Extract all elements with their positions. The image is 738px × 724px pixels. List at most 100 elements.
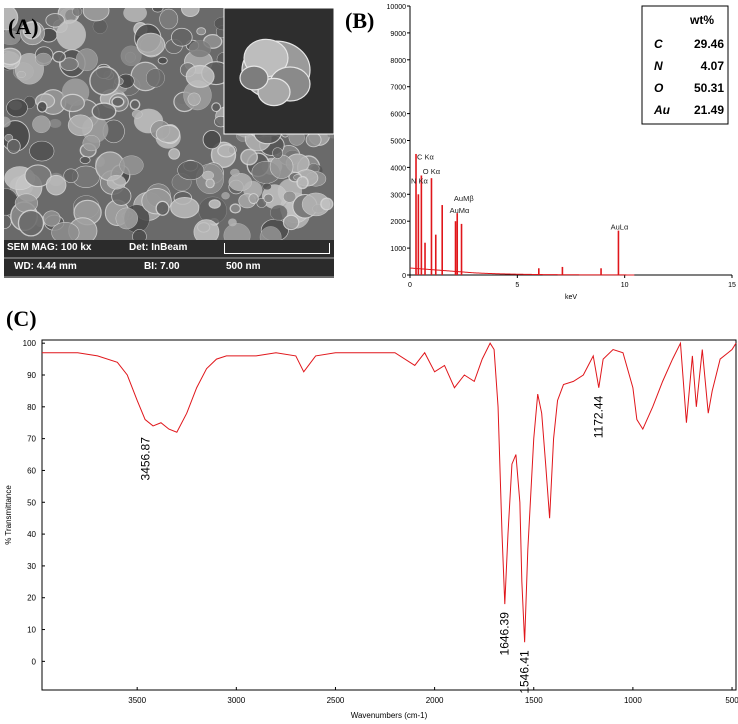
ftir-spectrum-chart: 0 10 20 30 40 50 60 70 80 90 100 3500 3000 2500 2000 15… bbox=[4, 339, 738, 720]
sem-scale-bar bbox=[224, 243, 330, 254]
sem-particle bbox=[146, 68, 165, 88]
sem-particle bbox=[136, 32, 166, 57]
sem-particle bbox=[89, 66, 120, 96]
ftir-plot-frame bbox=[41, 339, 737, 691]
ftir-y-tick-label: 0 bbox=[32, 657, 37, 666]
sem-particle bbox=[157, 56, 168, 65]
eds-peak-label: AuMα bbox=[450, 206, 470, 215]
sem-particle bbox=[228, 172, 252, 192]
eds-y-tick-label: 0 bbox=[402, 273, 406, 280]
ftir-x-tick-label: 2000 bbox=[426, 696, 444, 705]
sem-particle bbox=[240, 148, 258, 166]
sem-mag: SEM MAG: 100 kx bbox=[7, 242, 92, 253]
ftir-x-tick-label: 1000 bbox=[624, 696, 642, 705]
eds-spectrum-chart: 0100020003000400050006000700080009000100… bbox=[387, 4, 736, 300]
eds-background-signal bbox=[409, 267, 635, 276]
ftir-y-tick-label: 10 bbox=[27, 626, 36, 635]
ftir-y-axis-label: % Transmittance bbox=[4, 485, 13, 545]
sem-particle bbox=[202, 170, 215, 181]
sem-particle bbox=[35, 52, 52, 66]
sem-particle bbox=[129, 99, 141, 111]
sem-particle bbox=[262, 182, 272, 191]
eds-peak-label: N Kα bbox=[411, 177, 429, 186]
ftir-y-tick-label: 30 bbox=[27, 562, 36, 571]
ftir-x-axis-label: Wavenumbers (cm-1) bbox=[351, 711, 428, 720]
sem-particle bbox=[91, 102, 117, 121]
sem-particle bbox=[36, 100, 48, 113]
sem-particle bbox=[131, 109, 143, 119]
sem-particle bbox=[63, 168, 79, 183]
sem-particle bbox=[16, 71, 26, 78]
sem-particle bbox=[22, 21, 42, 40]
ftir-x-tick-label: 1500 bbox=[525, 696, 543, 705]
sem-particle bbox=[4, 30, 21, 45]
sem-particle bbox=[67, 114, 93, 136]
eds-y-tick-label: 10000 bbox=[387, 4, 407, 11]
sem-particle bbox=[29, 140, 55, 162]
eds-table-element: O bbox=[654, 81, 664, 95]
sem-particle bbox=[177, 160, 205, 181]
sem-particle bbox=[269, 154, 294, 179]
sem-particle bbox=[305, 132, 322, 148]
panel-a-label: (A) bbox=[8, 14, 39, 39]
sem-particle bbox=[4, 116, 11, 128]
eds-x-tick-label: 0 bbox=[408, 282, 412, 289]
sem-particle bbox=[181, 8, 200, 17]
eds-table-header: wt% bbox=[689, 13, 714, 27]
eds-table-value: 29.46 bbox=[694, 37, 724, 51]
sem-particle bbox=[272, 147, 283, 159]
ftir-x-tick-label: 500 bbox=[725, 696, 738, 705]
sem-particle bbox=[185, 64, 215, 88]
ftir-x-tick-label: 3000 bbox=[227, 696, 245, 705]
sem-particle bbox=[217, 144, 236, 158]
sem-bi: BI: 7.00 bbox=[144, 261, 180, 272]
ftir-peak-annotation: 1646.39 bbox=[498, 612, 512, 656]
eds-x-tick-label: 10 bbox=[621, 282, 629, 289]
ftir-y-tick-label: 90 bbox=[27, 371, 36, 380]
sem-texture bbox=[4, 8, 334, 249]
sem-particle bbox=[155, 124, 181, 143]
sem-particle bbox=[82, 8, 110, 22]
ftir-x-tick-label: 3500 bbox=[128, 696, 146, 705]
sem-particle bbox=[111, 186, 132, 206]
sem-particle bbox=[170, 27, 193, 47]
eds-table-element: N bbox=[654, 59, 663, 73]
sem-particle bbox=[282, 214, 300, 231]
sem-particle bbox=[49, 118, 62, 128]
sem-particle bbox=[92, 19, 108, 34]
sem-micrograph: SEM MAG: 100 kx Det: InBeam WD: 4.44 mm … bbox=[4, 8, 334, 278]
sem-particle bbox=[6, 138, 21, 154]
sem-particle bbox=[17, 209, 45, 237]
eds-peak-label: O Kα bbox=[423, 167, 441, 176]
sem-inset-particle bbox=[257, 77, 291, 107]
ftir-y-tick-label: 60 bbox=[27, 466, 36, 475]
sem-particle bbox=[111, 96, 125, 108]
eds-x-tick-label: 5 bbox=[515, 282, 519, 289]
ftir-x-tick-label: 2500 bbox=[327, 696, 345, 705]
eds-y-tick-label: 8000 bbox=[390, 58, 406, 65]
sem-wd: WD: 4.44 mm bbox=[14, 261, 77, 272]
eds-y-tick-label: 7000 bbox=[390, 85, 406, 92]
ftir-peak-annotation: 1172.44 bbox=[592, 395, 606, 438]
sem-particle bbox=[320, 197, 334, 211]
eds-peak-label: AuLα bbox=[611, 222, 629, 231]
sem-particle bbox=[189, 40, 211, 58]
sem-particle bbox=[4, 47, 22, 66]
eds-table-value: 50.31 bbox=[694, 81, 724, 95]
eds-y-tick-label: 5000 bbox=[390, 139, 406, 146]
sem-particle bbox=[123, 8, 147, 23]
sem-particle bbox=[187, 92, 201, 106]
sem-particle bbox=[168, 148, 181, 160]
ftir-y-tick-label: 70 bbox=[27, 435, 36, 444]
eds-table-element: Au bbox=[653, 103, 671, 117]
sem-particle bbox=[60, 57, 79, 71]
eds-table-element: C bbox=[654, 37, 663, 51]
sem-info-bar-top: SEM MAG: 100 kx Det: InBeam bbox=[4, 240, 334, 257]
sem-inset-frame bbox=[223, 8, 334, 135]
sem-particle bbox=[6, 98, 28, 118]
sem-particle bbox=[211, 102, 222, 113]
sem-info-bar-bottom: WD: 4.44 mm BI: 7.00 500 nm bbox=[4, 259, 334, 276]
sem-particle bbox=[248, 193, 259, 204]
sem-particle bbox=[119, 155, 144, 176]
sem-particle bbox=[283, 190, 297, 203]
